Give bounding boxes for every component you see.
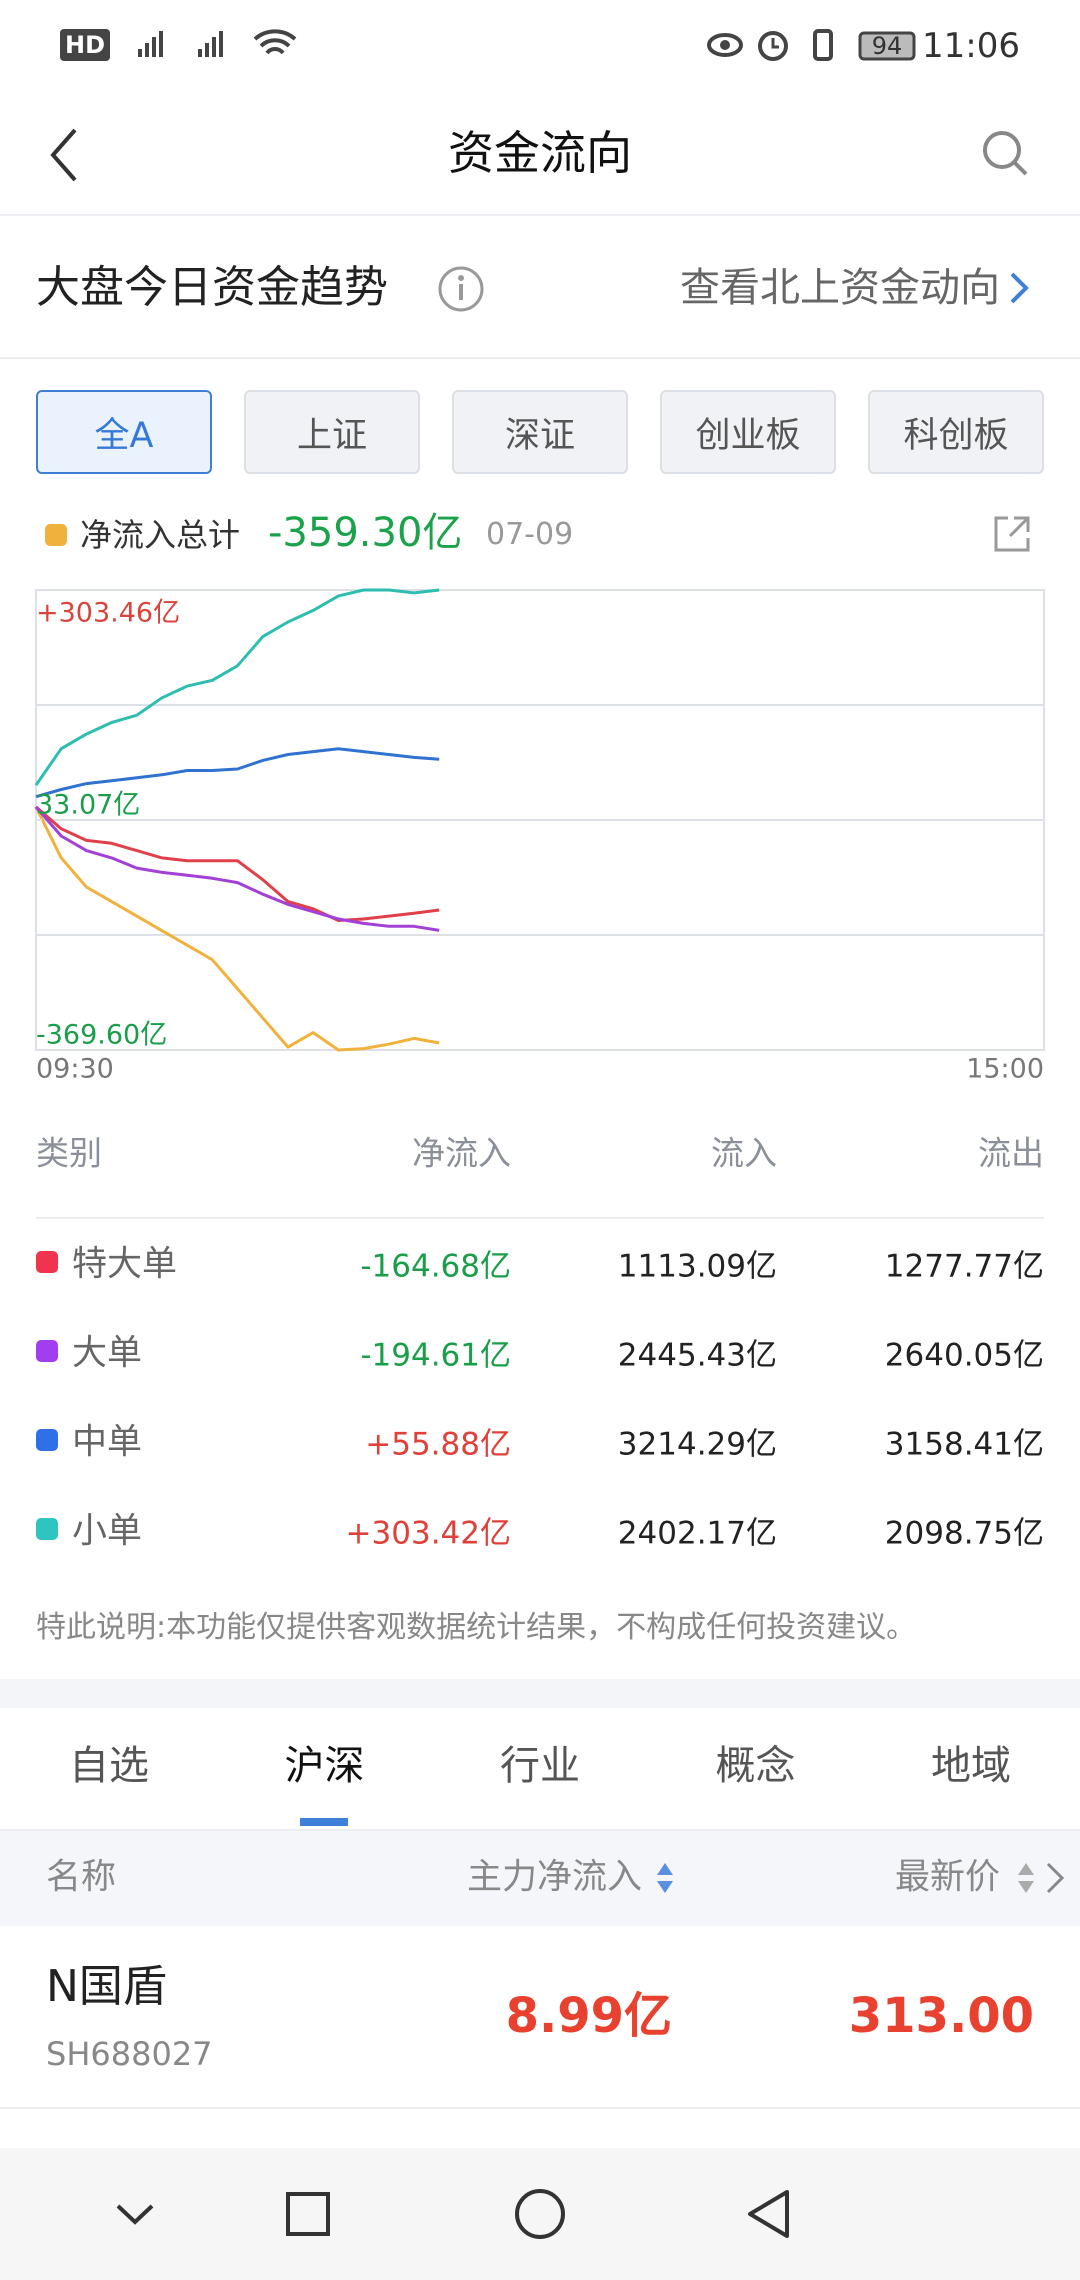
nav-icons xyxy=(116,2189,789,2239)
column-header: 流入 xyxy=(711,1133,777,1173)
market-tab[interactable]: 科创板 xyxy=(868,390,1044,474)
y-tick-label: +303.46亿 xyxy=(36,598,180,629)
category-name: 特大单 xyxy=(72,1244,178,1285)
category-swatch xyxy=(36,1518,58,1540)
legend-value: -359.30亿 xyxy=(268,510,463,556)
tab-indicator xyxy=(300,1818,348,1826)
category-name: 小单 xyxy=(72,1511,143,1552)
stock-price: 313.00 xyxy=(848,1988,1034,2044)
column-header: 流出 xyxy=(978,1133,1044,1173)
share-icon[interactable] xyxy=(992,514,1032,554)
net-flow: +303.42亿 xyxy=(345,1515,511,1552)
x-tick-label: 09:30 xyxy=(36,1054,114,1085)
disclaimer: 特此说明:本功能仅提供客观数据统计结果，不构成任何投资建议。 xyxy=(36,1610,917,1645)
stock-code: SH688027 xyxy=(46,2035,213,2073)
outflow: 3158.41亿 xyxy=(884,1426,1044,1463)
battery-level: 94 xyxy=(871,32,903,60)
page-title: 资金流向 xyxy=(448,126,632,180)
column-name: 名称 xyxy=(46,1857,117,1898)
category-swatch xyxy=(36,1429,58,1451)
inflow: 1113.09亿 xyxy=(617,1248,777,1285)
series-line xyxy=(35,805,440,922)
category-swatch xyxy=(36,1251,58,1273)
status-icons xyxy=(707,29,916,61)
series-line xyxy=(34,805,440,932)
legend-date: 07-09 xyxy=(486,517,574,552)
market-tab[interactable]: 上证 xyxy=(244,390,420,474)
clock: 11:06 xyxy=(922,26,1020,66)
inflow: 3214.29亿 xyxy=(617,1426,777,1463)
inflow: 2402.17亿 xyxy=(617,1515,777,1552)
link-arrow xyxy=(1010,272,1029,304)
y-tick-label: -369.60亿 xyxy=(36,1020,167,1051)
network-badge: HD xyxy=(60,29,111,61)
series-line xyxy=(34,588,440,786)
category-name: 中单 xyxy=(72,1422,143,1463)
divider xyxy=(0,357,1080,359)
nav-bar xyxy=(0,2148,1080,2280)
list-tab[interactable]: 地域 xyxy=(931,1743,1011,1789)
column-net-inflow[interactable]: 主力净流入 xyxy=(466,1857,642,1898)
section-title: 大盘今日资金趋势 xyxy=(36,262,388,313)
stock-name[interactable]: N国盾 xyxy=(46,1961,167,2012)
market-tab[interactable]: 全A xyxy=(36,390,212,474)
net-flow: +55.88亿 xyxy=(365,1426,511,1463)
net-flow: -194.61亿 xyxy=(360,1337,511,1374)
divider xyxy=(0,2107,1080,2109)
column-header: 类别 xyxy=(36,1133,102,1173)
category-name: 大单 xyxy=(72,1333,143,1374)
series-line xyxy=(34,806,440,1052)
market-tab[interactable]: 创业板 xyxy=(660,390,836,474)
northbound-link[interactable]: 查看北上资金动向 xyxy=(680,265,1000,311)
sort-icon xyxy=(1018,1862,1065,1894)
list-tab[interactable]: 沪深 xyxy=(284,1743,365,1789)
y-tick-label: 33.07亿 xyxy=(36,790,140,821)
series-line xyxy=(35,747,440,799)
info-icon[interactable] xyxy=(436,264,486,314)
section-gap xyxy=(0,1679,1080,1708)
divider xyxy=(0,214,1080,216)
category-swatch xyxy=(36,1340,58,1362)
net-flow: -164.68亿 xyxy=(360,1248,511,1285)
divider xyxy=(0,1829,1080,1831)
list-header xyxy=(0,1831,1080,1926)
list-tab[interactable]: 行业 xyxy=(500,1743,580,1789)
list-tab[interactable]: 自选 xyxy=(69,1743,149,1789)
stock-net-inflow: 8.99亿 xyxy=(505,1988,672,2044)
legend-label: 净流入总计 xyxy=(80,516,241,554)
divider xyxy=(36,1217,1044,1219)
list-tab[interactable]: 概念 xyxy=(715,1743,796,1789)
column-header: 净流入 xyxy=(412,1133,511,1173)
outflow: 2098.75亿 xyxy=(884,1515,1044,1552)
sort-icon xyxy=(657,1863,673,1893)
market-tab[interactable]: 深证 xyxy=(452,390,628,474)
signal-icons xyxy=(138,29,297,57)
legend-swatch xyxy=(45,524,67,546)
x-tick-label: 15:00 xyxy=(966,1054,1044,1085)
column-price[interactable]: 最新价 xyxy=(894,1857,1000,1898)
search-button[interactable] xyxy=(980,128,1030,178)
outflow: 2640.05亿 xyxy=(884,1337,1044,1374)
inflow: 2445.43亿 xyxy=(617,1337,777,1374)
outflow: 1277.77亿 xyxy=(884,1248,1044,1285)
back-button[interactable] xyxy=(45,125,85,185)
